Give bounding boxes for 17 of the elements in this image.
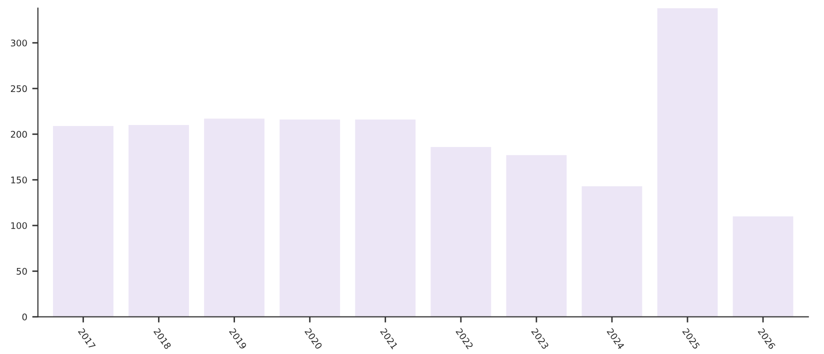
bar <box>582 186 642 317</box>
bar <box>280 120 340 317</box>
bar <box>53 126 114 317</box>
y-tick-label: 200 <box>10 130 27 138</box>
y-tick-label: 0 <box>22 314 27 320</box>
bar <box>657 8 718 317</box>
y-tick-label: 50 <box>16 268 27 275</box>
y-tick-label: 300 <box>10 40 27 46</box>
bar <box>355 120 416 317</box>
y-tick-label: 100 <box>11 222 27 230</box>
y-tick-label: 250 <box>10 85 27 92</box>
y-tick-label: 150 <box>11 176 27 184</box>
bar <box>430 146 492 317</box>
bar <box>732 216 794 317</box>
bar <box>204 118 265 317</box>
bar <box>506 155 567 317</box>
bar <box>128 125 189 317</box>
